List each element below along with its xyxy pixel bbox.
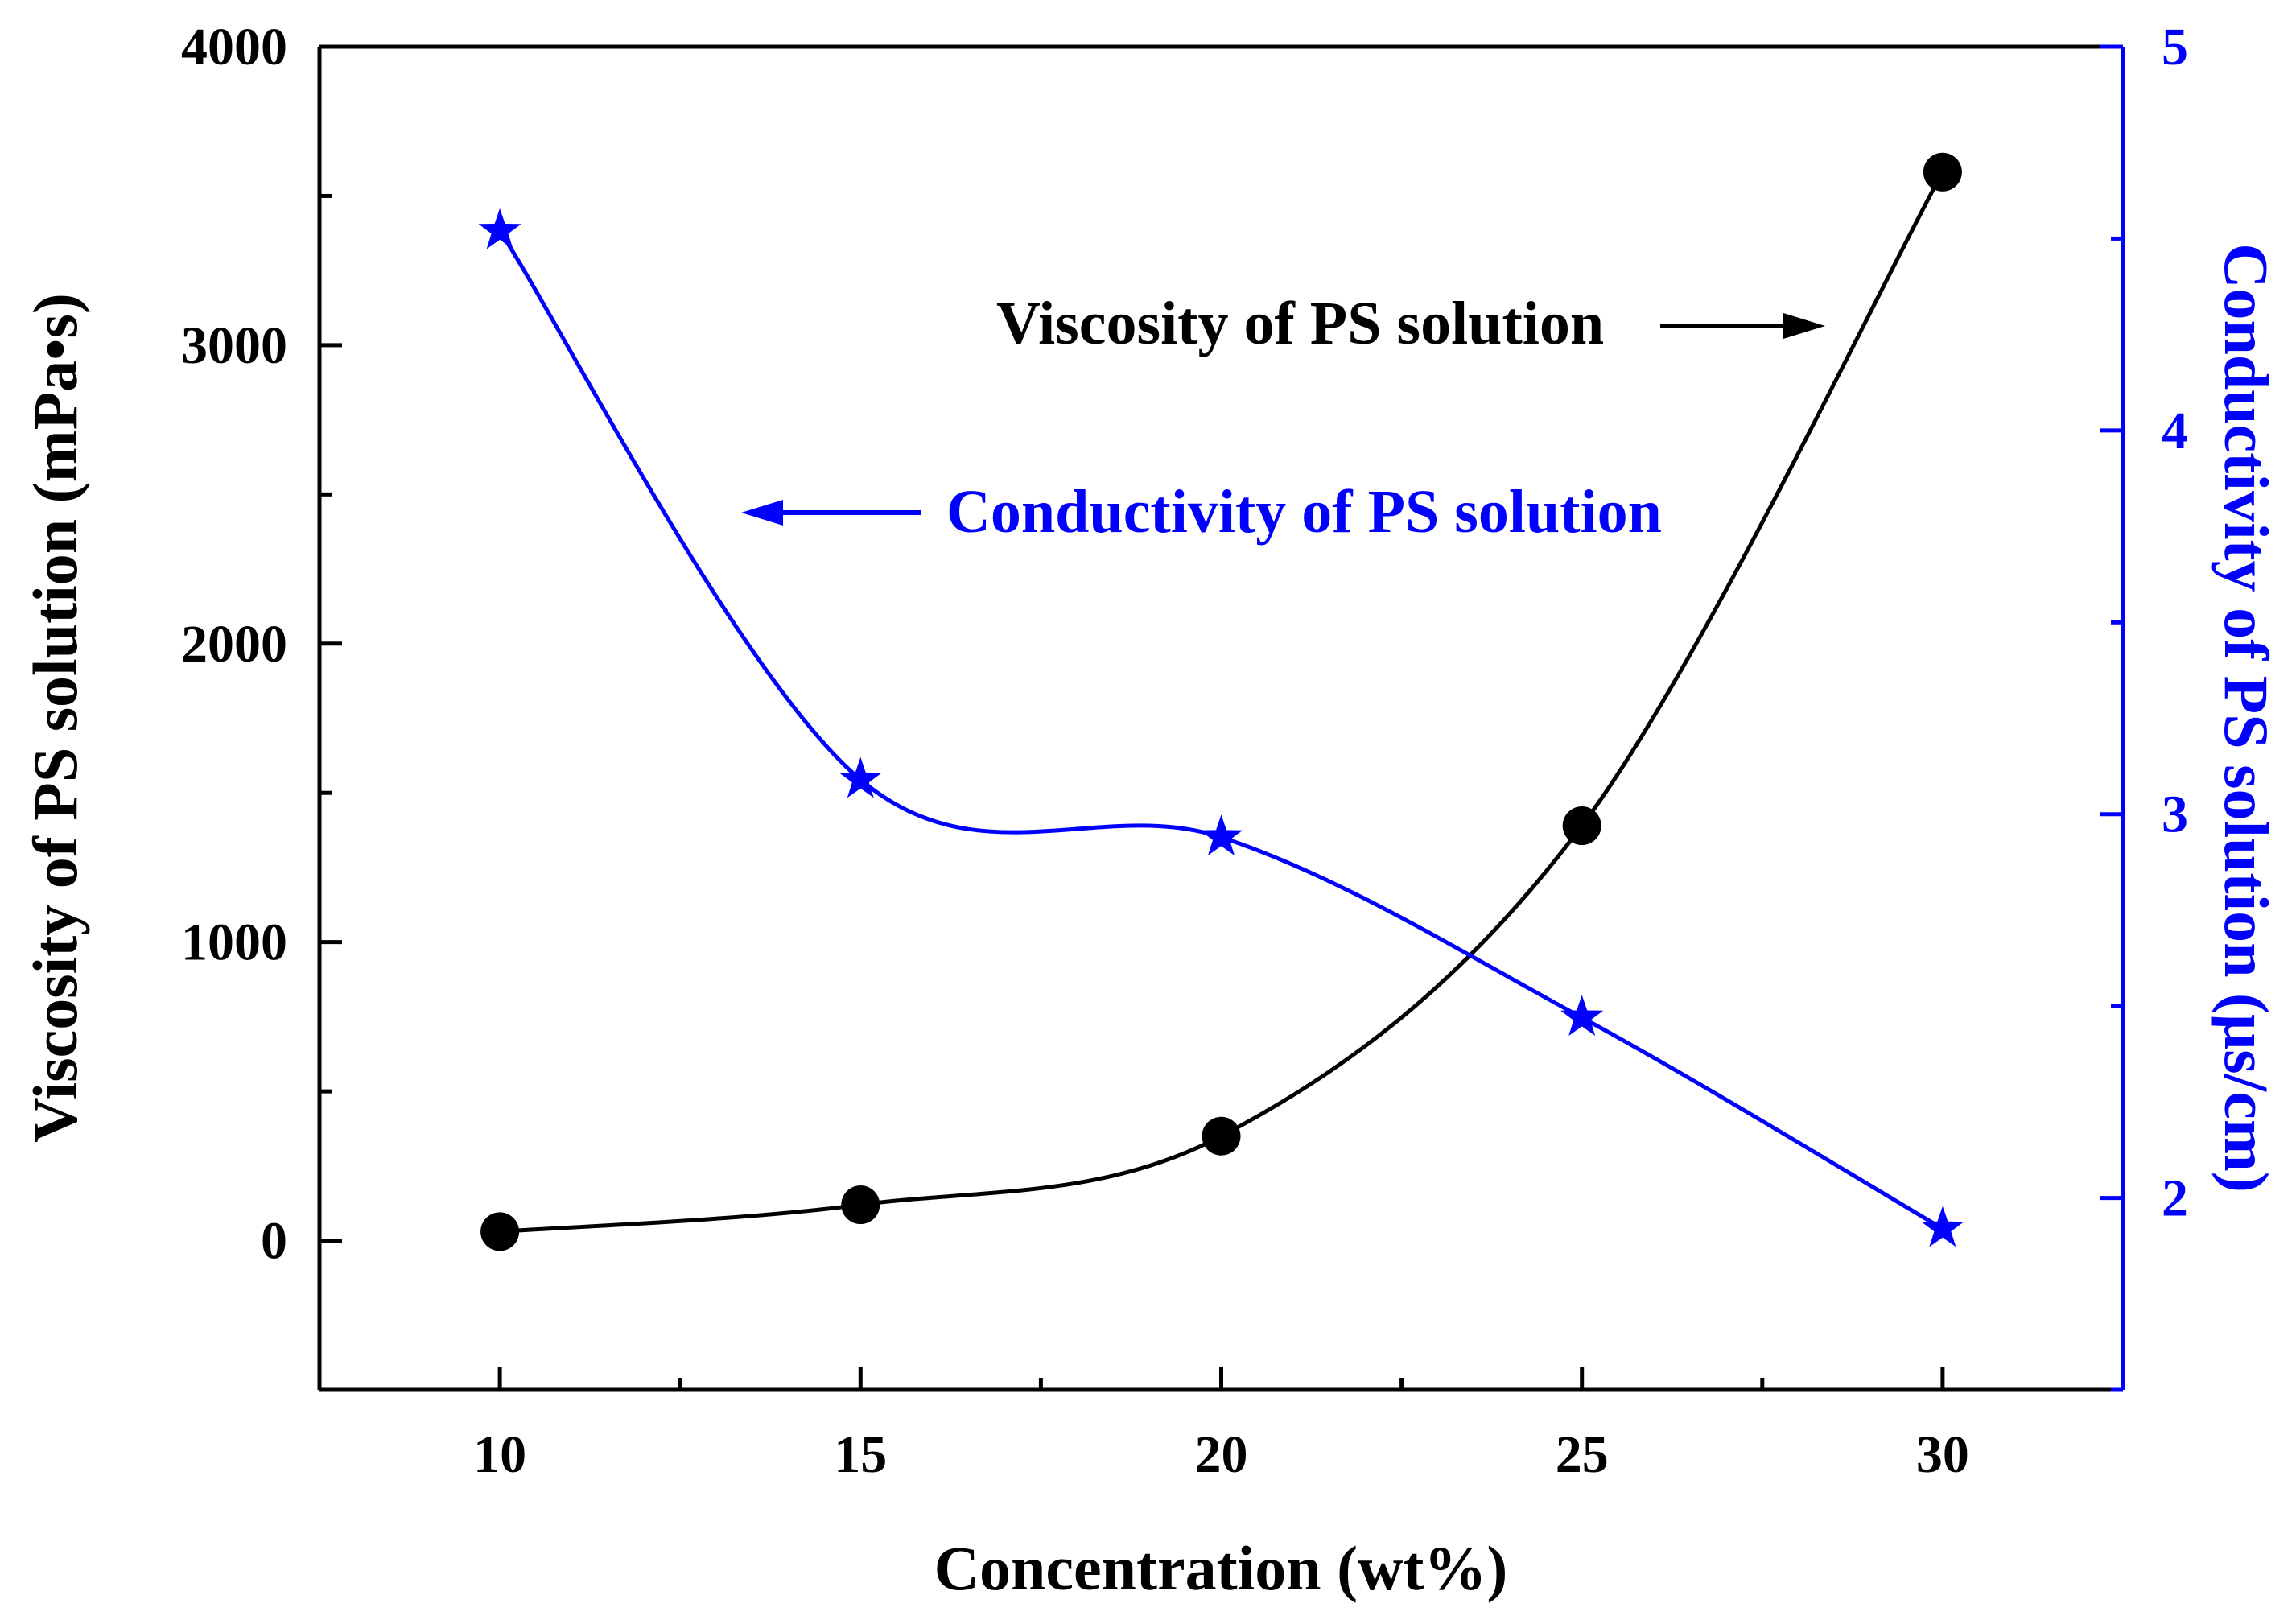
x-tick-label: 25 (1556, 1425, 1609, 1484)
viscosity-point (1202, 1116, 1241, 1156)
y-right-tick-label: 4 (2162, 402, 2188, 460)
viscosity-point (1923, 152, 1962, 192)
viscosity-annotation-label: Viscosity of PS solution (996, 290, 1604, 357)
x-tick-label: 10 (473, 1425, 526, 1484)
y-right-tick-label: 2 (2162, 1169, 2188, 1228)
conductivity-point (1199, 814, 1243, 855)
x-tick-label: 20 (1195, 1425, 1248, 1484)
annotation-layer: Viscosity of PS solution Conductivity of … (741, 290, 1825, 546)
ticks-layer: 10 15 20 25 30 0 1000 2000 3000 4000 2 3 4 5 (181, 18, 2188, 1484)
y-left-tick-label: 0 (261, 1212, 287, 1271)
x-tick-label: 15 (834, 1425, 887, 1484)
conductivity-annotation-arrow-head (741, 500, 783, 526)
conductivity-series-line (498, 229, 1944, 1230)
conductivity-point (1560, 995, 1604, 1037)
viscosity-point (480, 1212, 520, 1251)
x-axis-label: Concentration (wt%) (934, 1533, 1508, 1603)
y-axis-right-label: Conductivity of PS solution (μs/cm) (2211, 243, 2282, 1193)
conductivity-point (1921, 1206, 1964, 1247)
conductivity-point (839, 756, 882, 798)
y-right-tick-label: 3 (2162, 785, 2188, 844)
viscosity-series-line (499, 171, 1945, 1234)
y-left-tick-label: 2000 (181, 615, 287, 674)
y-left-tick-label: 1000 (181, 913, 287, 972)
y-right-tick-label: 5 (2162, 18, 2188, 76)
y-axis-left-label: Viscosity of PS solution (mPa•s) (20, 293, 90, 1143)
viscosity-annotation-arrow-head (1783, 313, 1825, 339)
y-left-tick-label: 4000 (181, 18, 287, 76)
y-left-tick-label: 3000 (181, 316, 287, 375)
plot-frame (317, 44, 2125, 1392)
viscosity-point (1562, 806, 1601, 846)
x-tick-label: 30 (1916, 1425, 1969, 1484)
viscosity-point (841, 1185, 880, 1225)
conductivity-annotation-label: Conductivity of PS solution (946, 478, 1662, 546)
series-layer (478, 152, 1964, 1251)
conductivity-point (478, 208, 521, 249)
